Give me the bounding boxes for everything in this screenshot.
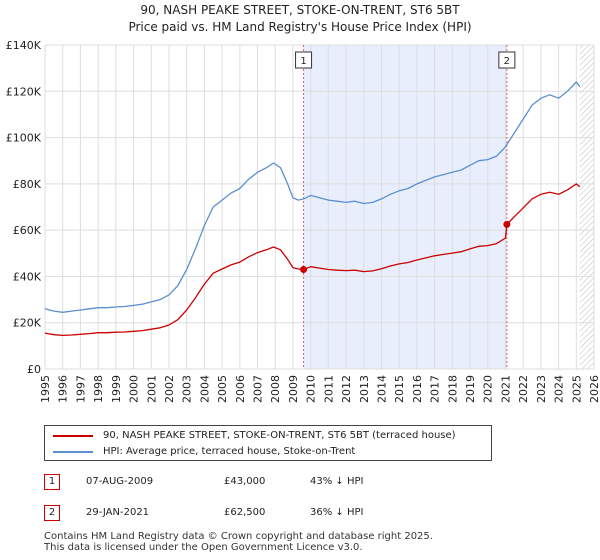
- x-tick-label: 2019: [464, 375, 477, 403]
- x-tick-label: 1996: [57, 375, 70, 403]
- legend-label-property: 90, NASH PEAKE STREET, STOKE-ON-TRENT, S…: [103, 430, 456, 441]
- x-tick-label: 2007: [252, 375, 265, 403]
- x-tick-label: 1999: [110, 375, 123, 403]
- x-tick-label: 2017: [429, 375, 442, 403]
- y-tick-label: £100K: [6, 132, 42, 145]
- footer-line-2: This data is licensed under the Open Gov…: [44, 542, 363, 553]
- y-tick-label: £40K: [13, 270, 42, 283]
- legend-swatch-hpi: [53, 451, 93, 453]
- x-tick-label: 2005: [216, 375, 229, 403]
- x-tick-label: 1997: [74, 375, 87, 403]
- sale-marker-label: 1: [300, 56, 306, 67]
- x-tick-label: 2004: [198, 375, 211, 403]
- ownership-shade: [303, 45, 507, 369]
- y-tick-label: £20K: [13, 317, 42, 330]
- footer-line-1: Contains HM Land Registry data © Crown c…: [44, 531, 433, 542]
- x-tick-label: 1995: [39, 375, 52, 403]
- sale-price: £62,500: [224, 507, 266, 518]
- sale-number-badge: 1: [44, 474, 60, 490]
- sale-date: 29-JAN-2021: [86, 507, 150, 518]
- legend-swatch-property: [53, 435, 93, 437]
- x-tick-label: 2020: [482, 375, 495, 403]
- forecast-hatch: [579, 45, 594, 369]
- x-tick-label: 2025: [570, 375, 583, 403]
- x-tick-label: 2015: [393, 375, 406, 403]
- y-tick-label: £120K: [6, 85, 42, 98]
- y-tick-label: £0: [27, 363, 41, 376]
- sale-hpi-diff: 36% ↓ HPI: [310, 507, 364, 518]
- x-tick-label: 2010: [305, 375, 318, 403]
- x-tick-label: 2023: [535, 375, 548, 403]
- chart-title: 90, NASH PEAKE STREET, STOKE-ON-TRENT, S…: [0, 2, 600, 36]
- hpi-series-line: [44, 81, 581, 313]
- title-line-1: 90, NASH PEAKE STREET, STOKE-ON-TRENT, S…: [140, 3, 460, 17]
- sale-date: 07-AUG-2009: [86, 476, 154, 487]
- price-chart: £0 £20K £40K £60K £80K £100K £120K £140K 1995 199…: [6, 39, 600, 403]
- sale-marker-label: 2: [504, 56, 510, 67]
- x-tick-label: 2002: [163, 375, 176, 403]
- x-tick-label: 2026: [588, 375, 600, 403]
- x-tick-label: 2012: [340, 375, 353, 403]
- y-tick-label: £80K: [13, 178, 42, 191]
- legend-label-hpi: HPI: Average price, terraced house, Stok…: [103, 446, 356, 457]
- footer: Contains HM Land Registry data © Crown c…: [44, 531, 433, 553]
- y-tick-label: £60K: [13, 224, 42, 237]
- sale-point: [300, 265, 308, 273]
- y-tick-label: £140K: [6, 39, 42, 52]
- x-tick-label: 2006: [234, 375, 247, 403]
- title-line-2: Price paid vs. HM Land Registry's House …: [128, 20, 472, 34]
- x-tick-label: 2021: [499, 375, 512, 403]
- x-tick-label: 2018: [446, 375, 459, 403]
- sale-point: [503, 220, 511, 228]
- x-tick-label: 1998: [92, 375, 105, 403]
- x-tick-label: 2001: [145, 375, 158, 403]
- sale-marker-box: [295, 51, 313, 69]
- sale-hpi-diff: 43% ↓ HPI: [310, 476, 364, 487]
- x-tick-label: 2014: [375, 375, 388, 403]
- sale-price: £43,000: [224, 476, 266, 487]
- x-tick-label: 2000: [128, 375, 141, 403]
- sale-marker-box: [498, 51, 516, 69]
- x-tick-label: 2013: [358, 375, 371, 403]
- x-tick-label: 2008: [269, 375, 282, 403]
- x-tick-label: 2022: [517, 375, 530, 403]
- legend: 90, NASH PEAKE STREET, STOKE-ON-TRENT, S…: [44, 425, 492, 461]
- x-tick-label: 2003: [181, 375, 194, 403]
- sale-number-badge: 2: [44, 505, 60, 521]
- property-series-line: [44, 183, 581, 337]
- x-tick-label: 2024: [553, 375, 566, 403]
- x-tick-label: 2011: [322, 375, 335, 403]
- x-tick-label: 2009: [287, 375, 300, 403]
- x-tick-label: 2016: [411, 375, 424, 403]
